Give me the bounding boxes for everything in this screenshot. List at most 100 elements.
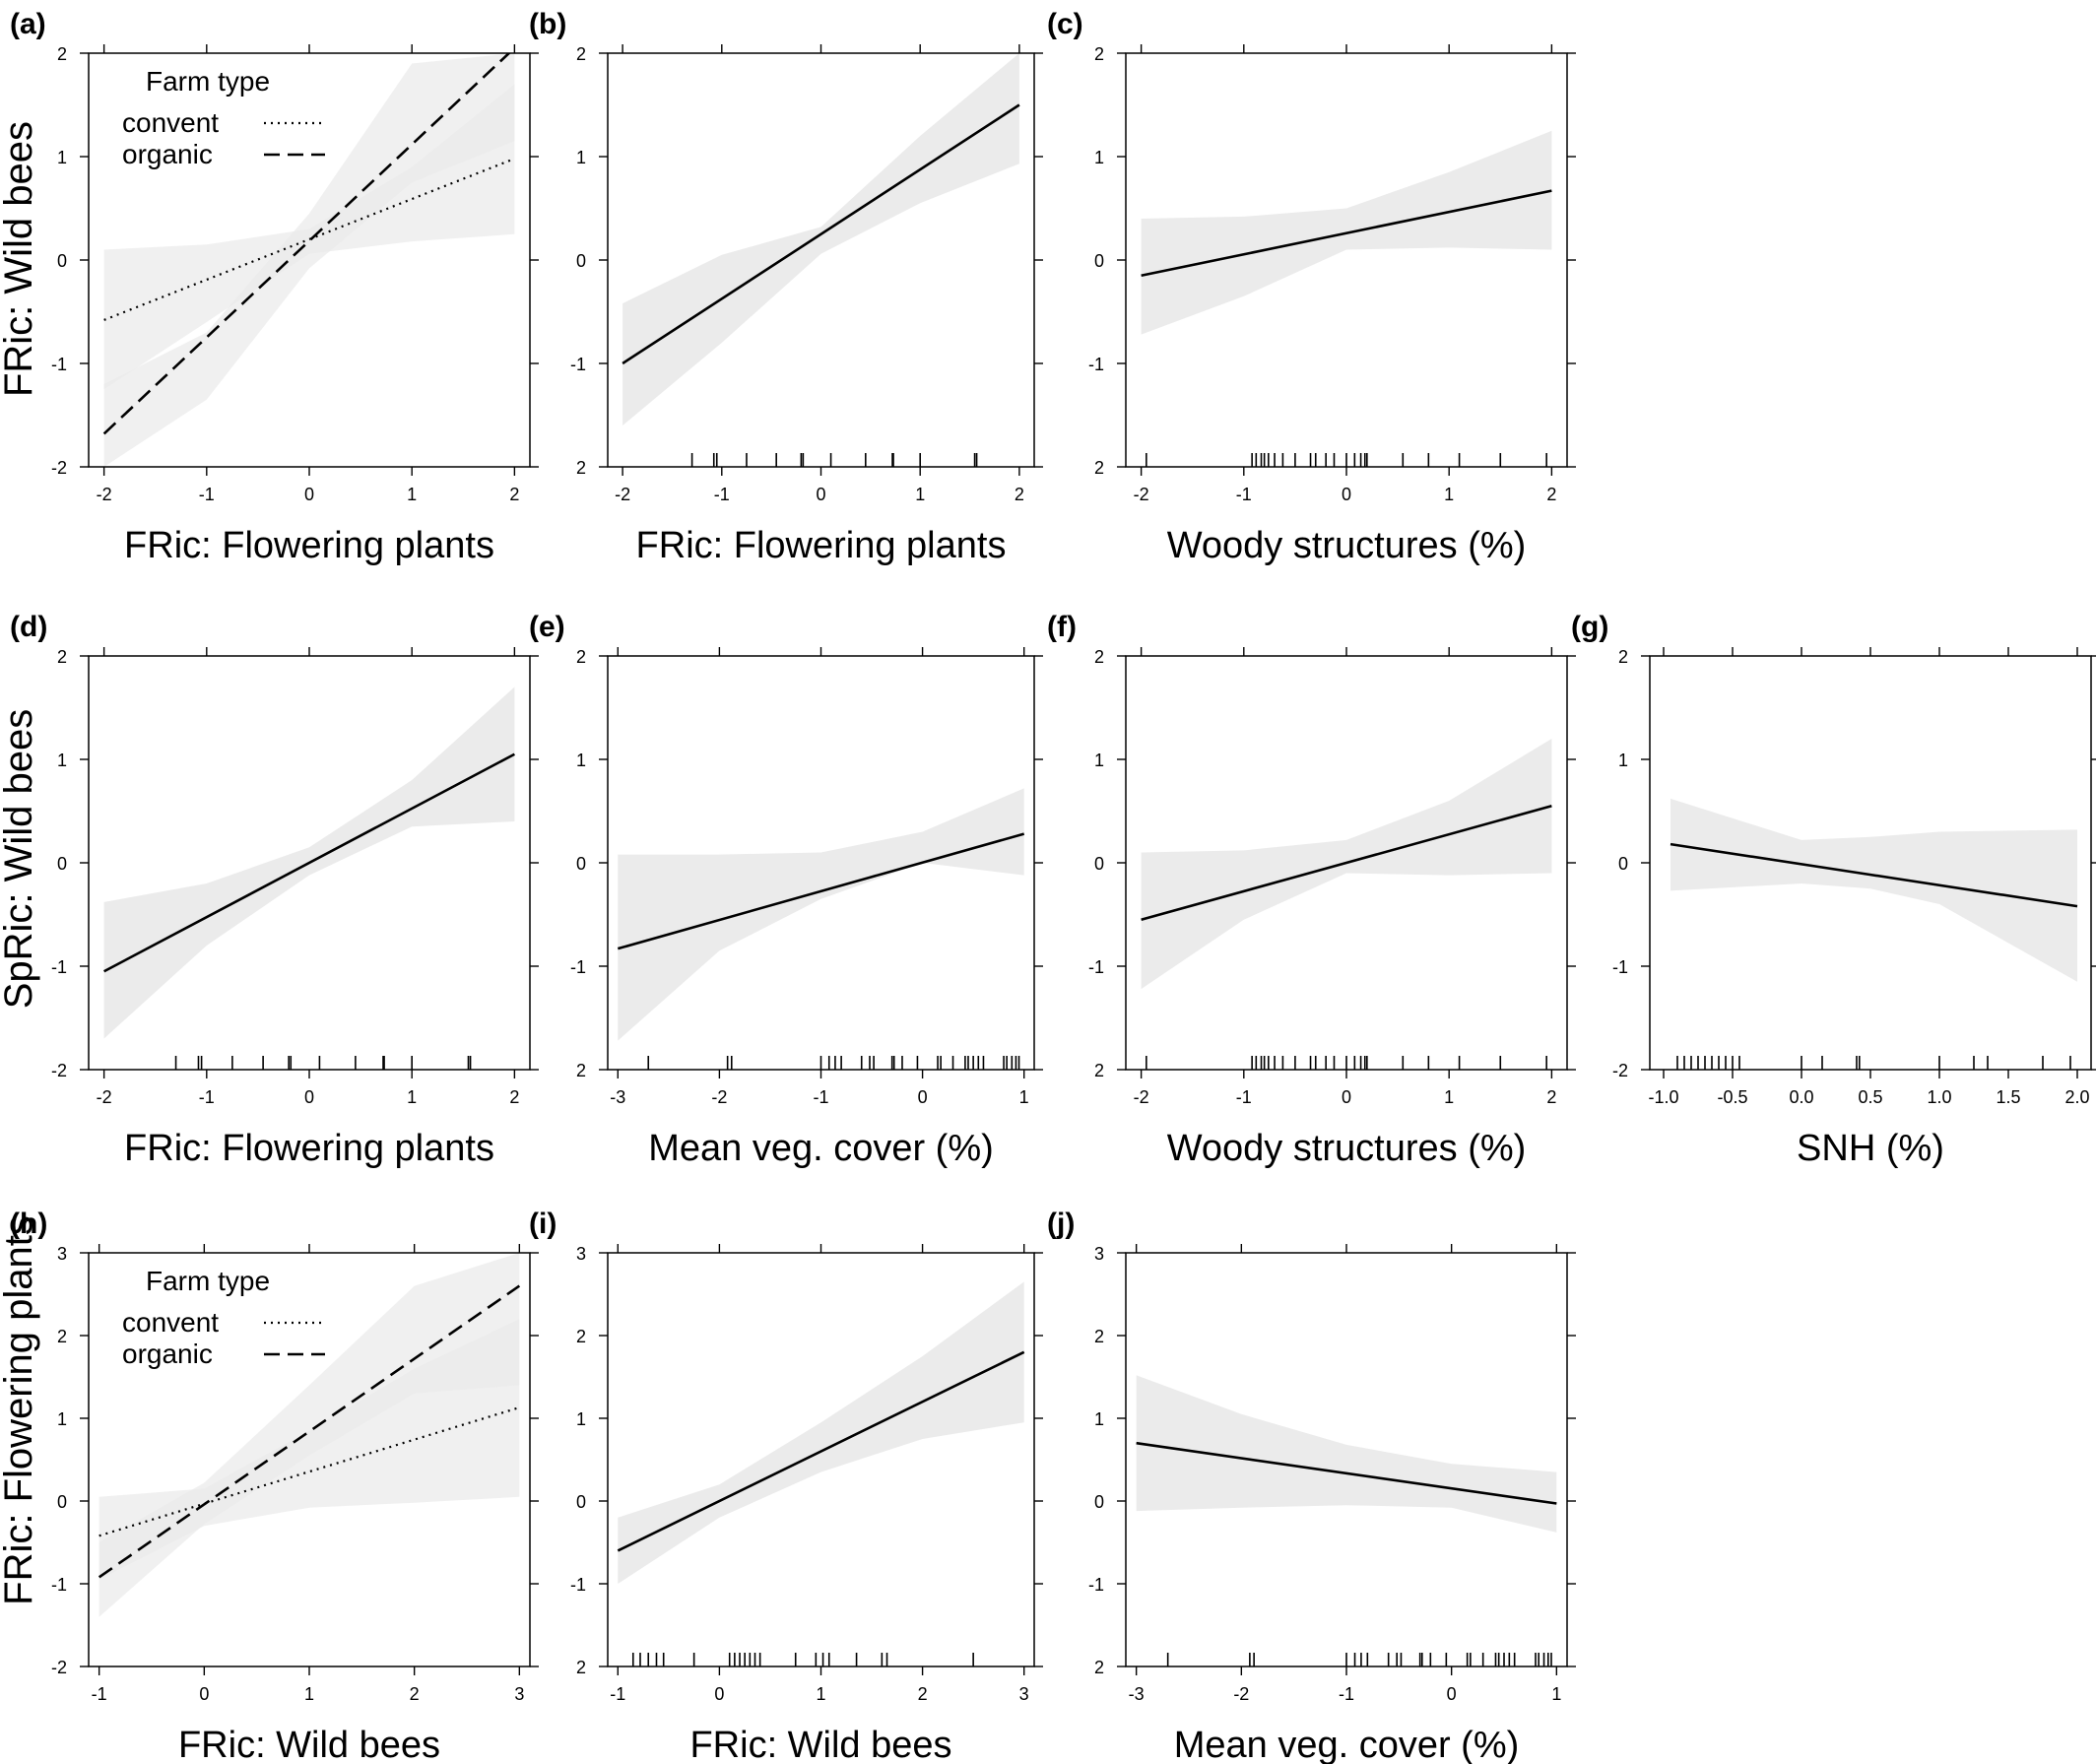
x-axis-label: FRic: Wild bees xyxy=(689,1725,951,1764)
y-tick-label: 0 xyxy=(1094,251,1104,271)
y-tick-label: 1 xyxy=(576,1409,586,1429)
x-tick-label: -1 xyxy=(199,1087,215,1107)
fit-line-main xyxy=(103,752,515,973)
y-tick-label: 1 xyxy=(57,148,67,167)
y-tick-label: 2 xyxy=(576,1327,586,1346)
x-tick-label: 1 xyxy=(915,485,925,504)
panel-c: -2 -1 0 1 2 2 -1 0 1 2 (c) Woody structures (%) xyxy=(1047,8,1576,566)
y-tick-label: 2 xyxy=(576,458,586,478)
x-tick-label: -1 xyxy=(813,1087,828,1107)
row-label-fric-flowering-plants: FRic: Flowering plants xyxy=(0,1215,40,1605)
legend-title: Farm type xyxy=(146,66,270,97)
x-tick-label: 2 xyxy=(918,1684,928,1704)
fit-line-convent xyxy=(98,1406,520,1537)
y-tick-label: -1 xyxy=(1088,1575,1104,1595)
x-axis-label: Mean veg. cover (%) xyxy=(1174,1725,1520,1764)
legend-entry-organic: organic xyxy=(122,1339,213,1369)
legend-entry-organic: organic xyxy=(122,139,213,169)
x-tick-label: 0 xyxy=(714,1684,724,1704)
y-tick-label: 2 xyxy=(1618,647,1628,667)
x-tick-label: 1.0 xyxy=(1927,1087,1951,1107)
x-axis-label: FRic: Flowering plants xyxy=(636,525,1007,566)
panel-b: -2 -1 0 1 2 2 -1 0 1 2 (b) FRic: Flowering plants xyxy=(529,8,1043,566)
y-tick-label: 1 xyxy=(1094,751,1104,770)
y-tick-label: 0 xyxy=(1094,1492,1104,1512)
x-tick-label: 0 xyxy=(1342,1087,1351,1107)
x-tick-label: 0 xyxy=(304,485,314,504)
y-tick-label: 1 xyxy=(1618,751,1628,770)
y-tick-label: 0 xyxy=(576,854,586,874)
y-tick-label: 2 xyxy=(576,1658,586,1677)
y-tick-label: 3 xyxy=(57,1244,67,1264)
x-axis-label: FRic: Wild bees xyxy=(178,1725,440,1764)
x-tick-label: 0 xyxy=(199,1684,209,1704)
x-axis-label: SNH (%) xyxy=(1797,1128,1944,1169)
y-tick-label: 0 xyxy=(1094,854,1104,874)
y-tick-label: -2 xyxy=(51,1061,67,1080)
x-tick-label: 1 xyxy=(304,1684,314,1704)
legend-entry-convent: convent xyxy=(122,1307,219,1338)
panel-e: -3 -2 -1 0 1 2 -1 0 1 2 (e) Mean veg. cover (%) xyxy=(529,611,1043,1169)
x-tick-label: 0 xyxy=(304,1087,314,1107)
panel-label: (e) xyxy=(529,611,565,643)
y-tick-label: -1 xyxy=(51,957,67,977)
y-tick-label: 0 xyxy=(57,251,67,271)
y-tick-label: 3 xyxy=(576,1244,586,1264)
x-tick-label: 2 xyxy=(410,1684,420,1704)
y-tick-label: 2 xyxy=(57,647,67,667)
panel-label: (a) xyxy=(10,8,46,40)
y-tick-label: -1 xyxy=(1088,355,1104,374)
y-tick-label: 2 xyxy=(1094,1658,1104,1677)
fit-line-main xyxy=(622,103,1020,365)
x-tick-label: -1 xyxy=(1236,1087,1252,1107)
x-tick-label: 2.0 xyxy=(2064,1087,2089,1107)
x-tick-label: 2 xyxy=(509,485,519,504)
panel-label: (h) xyxy=(10,1208,47,1240)
x-tick-label: -1.0 xyxy=(1648,1087,1678,1107)
x-tick-label: 2 xyxy=(1015,485,1024,504)
panel-label: (j) xyxy=(1047,1208,1075,1240)
y-tick-label: -1 xyxy=(51,355,67,374)
y-tick-label: -1 xyxy=(1612,957,1628,977)
panel-i: -1 0 1 2 3 2 -1 0 1 2 3 (i) FRic: Wild bees xyxy=(529,1208,1043,1764)
y-tick-label: 1 xyxy=(576,148,586,167)
y-tick-label: 2 xyxy=(1094,458,1104,478)
row-label-spric-wild-bees: SpRic: Wild bees xyxy=(0,709,40,1010)
x-tick-label: 0 xyxy=(918,1087,928,1107)
y-tick-label: 2 xyxy=(576,44,586,64)
x-tick-label: -2 xyxy=(615,485,630,504)
x-tick-label: 0.0 xyxy=(1789,1087,1813,1107)
x-tick-label: 2 xyxy=(509,1087,519,1107)
panel-label: (i) xyxy=(529,1208,557,1240)
panel-label: (d) xyxy=(10,611,47,643)
y-tick-label: 2 xyxy=(57,1327,67,1346)
x-tick-label: 0 xyxy=(816,485,825,504)
y-tick-label: 2 xyxy=(576,1061,586,1080)
x-tick-label: 2 xyxy=(1546,485,1556,504)
x-tick-label: -2 xyxy=(97,485,112,504)
y-tick-label: -1 xyxy=(570,1575,586,1595)
fit-line-main xyxy=(617,1350,1025,1552)
x-axis-label: Woody structures (%) xyxy=(1167,1128,1527,1169)
x-axis-label: FRic: Flowering plants xyxy=(124,1128,494,1169)
y-tick-label: -1 xyxy=(51,1575,67,1595)
y-tick-label: 1 xyxy=(57,751,67,770)
legend-entry-convent: convent xyxy=(122,107,219,138)
x-tick-label: -1 xyxy=(1236,485,1252,504)
y-tick-label: 2 xyxy=(1094,1327,1104,1346)
x-tick-label: 1.5 xyxy=(1996,1087,2020,1107)
y-tick-label: 0 xyxy=(1618,854,1628,874)
x-tick-label: 0 xyxy=(1447,1684,1457,1704)
x-tick-label: -1 xyxy=(714,485,730,504)
x-tick-label: 2 xyxy=(1546,1087,1556,1107)
y-tick-label: -2 xyxy=(51,458,67,478)
x-tick-label: 1 xyxy=(1019,1087,1029,1107)
panel-label: (c) xyxy=(1047,8,1083,40)
y-tick-label: 2 xyxy=(1094,1061,1104,1080)
x-tick-label: 1 xyxy=(1444,1087,1454,1107)
y-tick-label: 1 xyxy=(57,1409,67,1429)
y-tick-label: -1 xyxy=(1088,957,1104,977)
y-tick-label: 2 xyxy=(1094,44,1104,64)
